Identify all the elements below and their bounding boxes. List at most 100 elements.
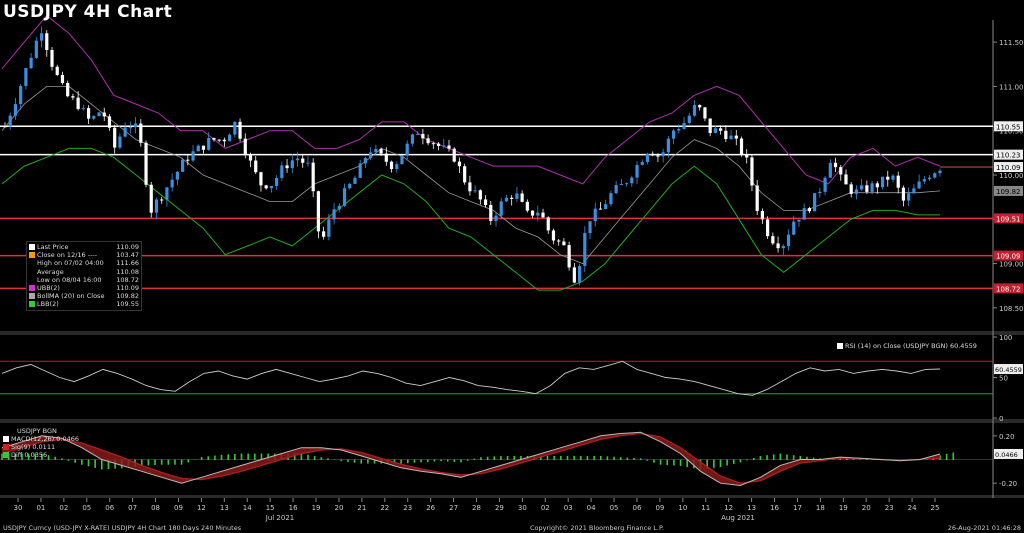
- legend-item: Diff 0.0356: [3, 451, 79, 459]
- level-badge: [994, 283, 1023, 294]
- x-tick-label: 15: [266, 504, 275, 512]
- candle-body: [39, 33, 44, 41]
- candle-body: [400, 155, 404, 165]
- candle-body: [212, 138, 216, 140]
- candle-body: [8, 115, 12, 127]
- macd-diff-bar: [766, 455, 768, 460]
- candle-body: [839, 167, 843, 175]
- candle-body: [541, 212, 545, 218]
- candle-body: [358, 163, 362, 178]
- candle-body: [886, 176, 890, 180]
- candle-body: [442, 145, 446, 147]
- macd-diff-bar: [633, 457, 635, 460]
- macd-diff-bar: [752, 457, 755, 460]
- candle-body: [708, 118, 712, 134]
- macd-diff-bar: [713, 459, 715, 468]
- macd-diff-bar: [593, 455, 595, 460]
- x-tick-label: 30: [518, 504, 527, 512]
- macd-diff-bar: [480, 457, 482, 460]
- x-month-label: Jul 2021: [265, 514, 295, 522]
- x-tick-label: 19: [312, 504, 321, 512]
- level-badge: [994, 250, 1023, 261]
- candle-body: [363, 158, 368, 164]
- macd-diff-bar: [21, 453, 23, 460]
- candle-body: [880, 176, 885, 188]
- macd-diff-bar: [639, 458, 642, 460]
- candle-body: [149, 184, 153, 213]
- macd-diff-bar: [613, 456, 615, 460]
- candle-body: [912, 188, 916, 194]
- candle-body: [875, 183, 879, 188]
- candle-body: [29, 57, 33, 69]
- macd-diff-bar: [440, 459, 442, 462]
- candle-body: [698, 105, 702, 108]
- macd-diff-bar: [174, 459, 176, 465]
- candle-body: [609, 193, 613, 205]
- candle-body: [849, 184, 853, 194]
- legend-swatch: [29, 276, 35, 283]
- macd-diff-bar: [214, 455, 216, 460]
- candle-body: [71, 96, 75, 98]
- candle-body: [175, 171, 179, 180]
- legend-value: 109.82: [116, 292, 139, 301]
- macd-diff-bar: [333, 459, 336, 460]
- candle-body: [933, 173, 937, 178]
- candle-body: [661, 152, 665, 157]
- panel-divider: [0, 495, 1024, 498]
- x-tick-label: 13: [220, 504, 229, 512]
- candle-body: [238, 121, 242, 139]
- macd-diff-bar: [786, 454, 788, 460]
- macd-diff-bar: [327, 458, 329, 460]
- candle-body: [687, 115, 691, 123]
- macd-diff-bar: [313, 455, 316, 460]
- level-badge-label: 109.09: [996, 253, 1021, 261]
- panel-divider: [0, 419, 1024, 423]
- candle-body: [306, 162, 310, 164]
- macd-diff-bar: [200, 457, 203, 460]
- macd-diff-bar: [194, 459, 196, 460]
- rsi-y-tick-label: 50: [999, 375, 1008, 383]
- candle-body: [901, 187, 906, 201]
- macd-diff-bar: [859, 459, 861, 460]
- candle-body: [870, 183, 874, 192]
- macd-diff-bar: [573, 455, 575, 460]
- candle-body: [771, 236, 775, 244]
- candle-body: [567, 245, 571, 268]
- legend-label: LBB(2): [37, 300, 59, 309]
- legend-swatch: [3, 444, 9, 450]
- x-tick-label: 23: [885, 504, 894, 512]
- candle-body: [369, 152, 373, 159]
- macd-legend: USDJPY BGN MACD(12,26) 0.0466 Sig(9) 0.0…: [3, 427, 79, 459]
- legend-value: 110.08: [116, 267, 139, 276]
- candle-body: [248, 154, 253, 161]
- candle-body: [802, 208, 806, 220]
- candle-body: [254, 160, 258, 173]
- x-tick-label: 20: [862, 504, 871, 512]
- legend-item: LBB(2) 109.55: [29, 300, 139, 308]
- macd-diff-bar: [546, 455, 549, 460]
- x-tick-label: 06: [633, 504, 642, 512]
- candle-body: [792, 221, 796, 235]
- macd-diff-bar: [373, 459, 376, 464]
- macd-diff-bar: [706, 459, 708, 469]
- macd-diff-bar: [506, 455, 509, 460]
- panel-divider: [0, 331, 1024, 335]
- x-tick-label: 17: [793, 504, 802, 512]
- macd-diff-bar: [586, 455, 589, 460]
- macd-diff-bar: [393, 459, 396, 464]
- candle-body: [504, 197, 509, 202]
- candle-body: [635, 164, 639, 178]
- candle-body: [431, 143, 435, 145]
- candle-body: [927, 177, 932, 180]
- x-tick-label: 05: [610, 504, 619, 512]
- level-badge-label: 110.23: [996, 152, 1021, 160]
- macd-diff-bar: [493, 456, 496, 460]
- legend-item: High on 07/02 04:00 111.66: [29, 259, 139, 267]
- legend-label: UBB(2): [37, 284, 60, 293]
- x-tick-label: 26: [426, 504, 435, 512]
- x-tick-label: 10: [678, 504, 687, 512]
- level-badge-label: 110.55: [996, 123, 1021, 131]
- candle-body: [322, 231, 326, 237]
- candle-body: [165, 187, 169, 200]
- macd-diff-bar: [579, 455, 582, 460]
